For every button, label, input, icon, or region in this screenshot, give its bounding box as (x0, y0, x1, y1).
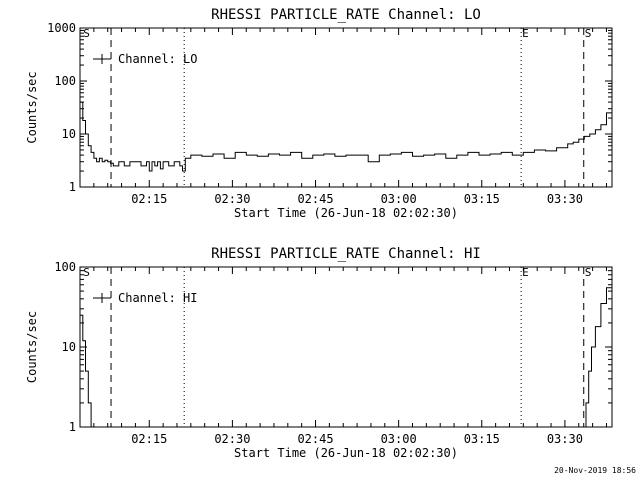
panel-1-marker-label: S (83, 27, 90, 40)
panel-2-x-tick-label: 03:30 (547, 432, 583, 446)
panel-1-x-tick-label: 03:00 (381, 192, 417, 206)
panel-1-marker-label: S (585, 27, 592, 40)
panel-1-x-tick-label: 02:15 (131, 192, 167, 206)
panel-1-y-tick-label: 10 (62, 127, 76, 141)
panel-2-y-tick-label: 10 (62, 340, 76, 354)
panel-2-title: RHESSI PARTICLE_RATE Channel: HI (211, 246, 481, 262)
panel-1-legend-label: Channel: LO (118, 52, 197, 66)
panel-1-y-axis-label: Counts/sec (25, 71, 39, 143)
panel-2-y-tick-label: 100 (54, 260, 76, 274)
panel-2-x-axis-label: Start Time (26-Jun-18 02:02:30) (234, 446, 458, 460)
panel-1-x-tick-label: 03:15 (464, 192, 500, 206)
panel-2-legend-label: Channel: HI (118, 291, 197, 305)
panel-1-x-tick-label: 02:30 (214, 192, 250, 206)
panel-2-marker-label: E (522, 266, 529, 279)
panel-1-series-line-1 (80, 98, 612, 172)
panel-2-y-tick-label: 1 (69, 420, 76, 434)
panel-2-x-tick-label: 02:30 (214, 432, 250, 446)
panel-2-marker-label: S (585, 266, 592, 279)
panel-1-y-tick-label: 1 (69, 180, 76, 194)
panel-1-x-tick-label: 02:45 (297, 192, 333, 206)
panel-2-marker-label: S (83, 266, 90, 279)
panel-2-x-tick-label: 03:00 (381, 432, 417, 446)
panel-1-title: RHESSI PARTICLE_RATE Channel: LO (211, 7, 481, 23)
panel-1-marker-label: E (522, 27, 529, 40)
panel-1-y-tick-label: 1000 (47, 21, 76, 35)
panel-2-x-tick-label: 03:15 (464, 432, 500, 446)
plot-timestamp: 20-Nov-2019 18:56 (554, 466, 636, 475)
panel-2-series-line-1 (80, 314, 92, 427)
panel-2-y-axis-label: Counts/sec (25, 311, 39, 383)
panel-1-x-tick-label: 03:30 (547, 192, 583, 206)
panel-2-series-line-2 (583, 278, 612, 427)
panel-1-y-tick-label: 100 (54, 74, 76, 88)
panel-2-x-tick-label: 02:15 (131, 432, 167, 446)
panel-2-x-tick-label: 02:45 (297, 432, 333, 446)
panel-1-x-axis-label: Start Time (26-Jun-18 02:02:30) (234, 206, 458, 220)
